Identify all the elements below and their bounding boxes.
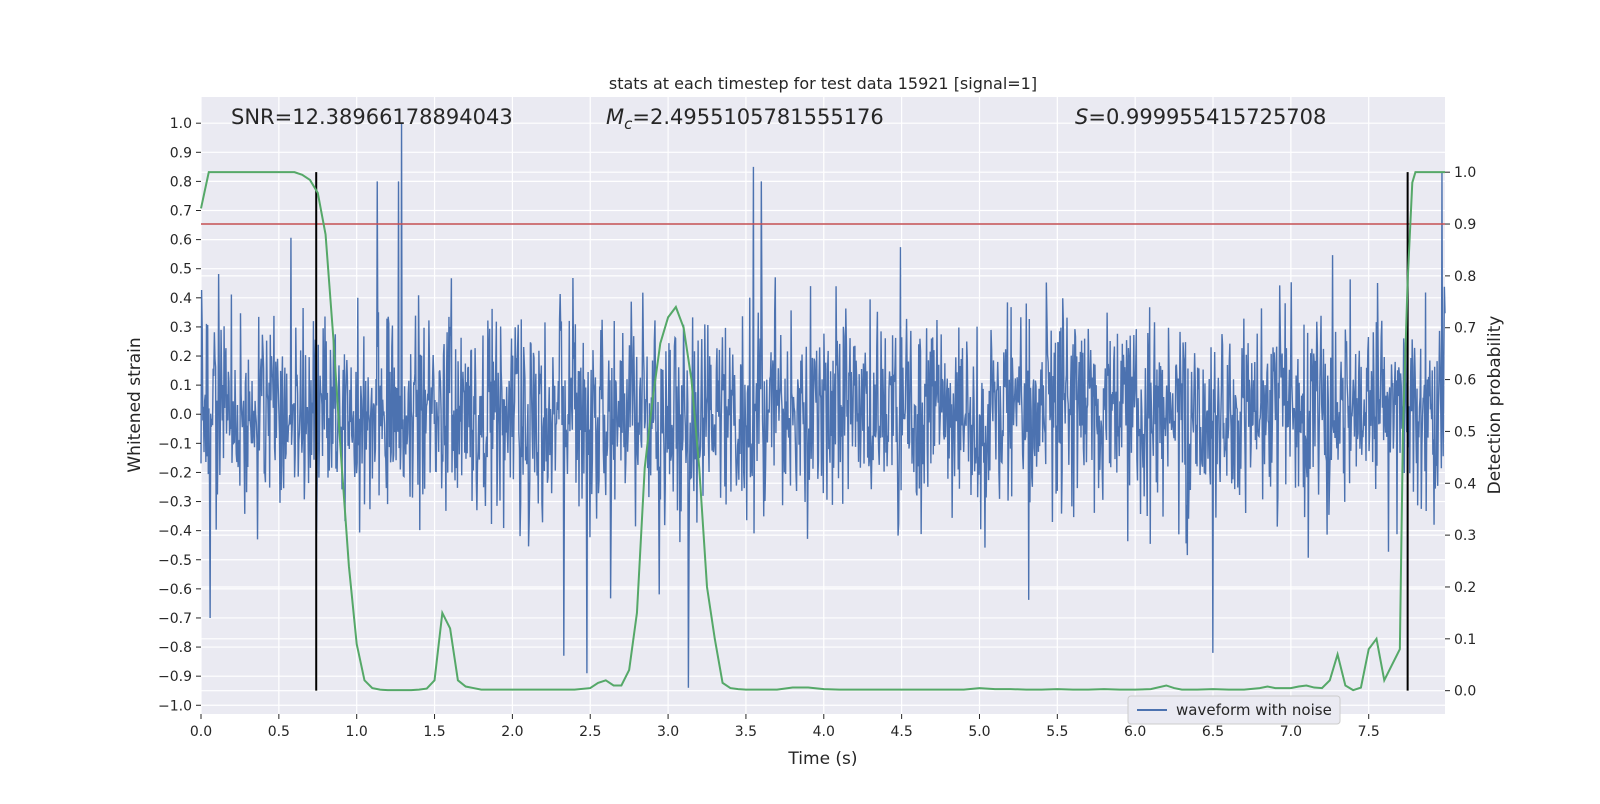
y-tick-label: 0.4 xyxy=(170,291,192,307)
y-ticks: 1.0 0.9 0.8 0.7 0.6 0.5 0.4 0.3 0.2 0.1 0.0 −0.1 −0.… xyxy=(158,116,201,714)
y2-tick-label: 0.3 xyxy=(1454,528,1476,544)
y-tick-label: 0.7 xyxy=(170,204,192,220)
y-tick-label: −0.3 xyxy=(158,495,192,511)
x-ticks: 0.0 0.5 1.0 1.5 2.0 2.5 3.0 3.5 4.0 4.5 5.0 5.5 6.0 6… xyxy=(190,714,1380,740)
y-tick-label: −0.4 xyxy=(158,524,192,540)
x-tick-label: 7.0 xyxy=(1280,724,1302,740)
y2-tick-label: 1.0 xyxy=(1454,165,1476,181)
y-tick-label: −0.2 xyxy=(158,465,192,481)
x-tick-label: 3.0 xyxy=(657,724,679,740)
chart-title: stats at each timestep for test data 159… xyxy=(609,74,1037,93)
y2-tick-label: 0.2 xyxy=(1454,580,1476,596)
x-tick-label: 4.5 xyxy=(890,724,912,740)
y2-tick-label: 0.0 xyxy=(1454,684,1476,700)
x-axis-label: Time (s) xyxy=(787,749,857,769)
legend-label: waveform with noise xyxy=(1176,701,1332,719)
s-value: =0.999955415725708 xyxy=(1088,105,1326,129)
y2-tick-label: 0.7 xyxy=(1454,321,1476,337)
y-axis-label: Whitened strain xyxy=(125,337,145,472)
y-tick-label: 0.2 xyxy=(170,349,192,365)
y-tick-label: −0.7 xyxy=(158,611,192,627)
y2-tick-label: 0.6 xyxy=(1454,373,1476,389)
y-tick-label: −0.9 xyxy=(158,669,192,685)
vlines xyxy=(315,172,1409,691)
y2-tick-label: 0.5 xyxy=(1454,424,1476,440)
y2-tick-label: 0.8 xyxy=(1454,269,1476,285)
y-tick-label: −0.8 xyxy=(158,640,192,656)
y-tick-label: 0.8 xyxy=(170,174,192,190)
probability-series xyxy=(200,171,1445,692)
x-tick-label: 5.0 xyxy=(968,724,990,740)
y-tick-label: 0.5 xyxy=(170,262,192,278)
y-tick-label: 1.0 xyxy=(170,116,192,132)
x-tick-label: 2.0 xyxy=(501,724,523,740)
x-tick-label: 3.5 xyxy=(735,724,757,740)
waveform-series xyxy=(200,123,1446,688)
x-tick-label: 6.0 xyxy=(1124,724,1146,740)
y2-axis-label: Detection probability xyxy=(1485,316,1505,495)
x-tick-label: 6.5 xyxy=(1202,724,1224,740)
y2-tick-label: 0.1 xyxy=(1454,632,1476,648)
x-tick-label: 1.0 xyxy=(346,724,368,740)
x-tick-label: 7.5 xyxy=(1358,724,1380,740)
y-tick-label: −0.5 xyxy=(158,553,192,569)
waveform-line xyxy=(200,123,1446,688)
x-tick-label: 0.5 xyxy=(268,724,290,740)
y-tick-label: 0.9 xyxy=(170,145,192,161)
x-tick-label: 5.5 xyxy=(1046,724,1068,740)
mc-subscript: c xyxy=(624,115,633,133)
s-symbol: S xyxy=(1075,105,1088,129)
y2-tick-label: 0.9 xyxy=(1454,217,1476,233)
y-tick-label: 0.6 xyxy=(170,233,192,249)
y-tick-label: 0.1 xyxy=(170,378,192,394)
legend-box xyxy=(1127,695,1341,725)
y-tick-label: 0.3 xyxy=(170,320,192,336)
x-tick-label: 2.5 xyxy=(579,724,601,740)
s-annotation: S=0.999955415725708 xyxy=(1075,105,1326,129)
y-tick-label: −1.0 xyxy=(158,698,192,714)
mc-value: =2.4955105781555176 xyxy=(632,105,883,129)
x-tick-label: 1.5 xyxy=(423,724,445,740)
y2-ticks: 1.0 0.9 0.8 0.7 0.6 0.5 0.4 0.3 0.2 0.1 0.0 xyxy=(1445,165,1476,700)
y2-tick-label: 0.4 xyxy=(1454,476,1476,492)
y-tick-label: 0.0 xyxy=(170,407,192,423)
x-tick-label: 0.0 xyxy=(190,724,212,740)
snr-annotation: SNR=12.38966178894043 xyxy=(231,105,513,129)
mc-symbol: M xyxy=(606,105,624,129)
legend: waveform with noise xyxy=(1127,695,1341,725)
mc-annotation: Mc=2.4955105781555176 xyxy=(606,105,884,133)
y-tick-label: −0.1 xyxy=(158,436,192,452)
y-tick-label: −0.6 xyxy=(158,582,192,598)
x-tick-label: 4.0 xyxy=(813,724,835,740)
